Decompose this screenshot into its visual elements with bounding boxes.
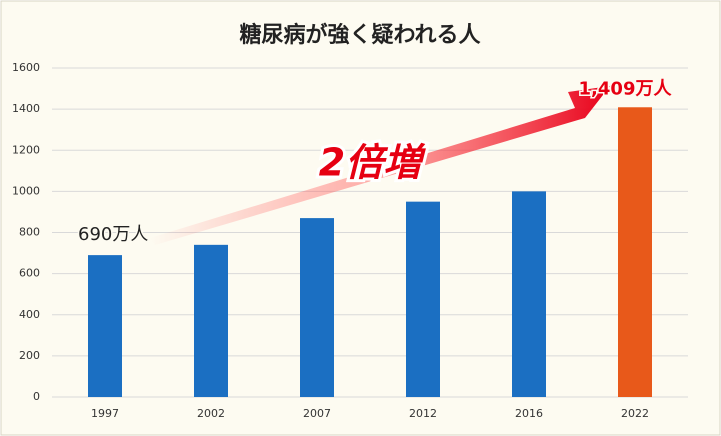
chart-title: 糖尿病が強く疑われる人 — [240, 22, 481, 48]
bar — [618, 107, 652, 397]
bar — [88, 255, 122, 397]
y-tick-label: 1600 — [12, 61, 40, 74]
y-tick-label: 400 — [19, 308, 40, 321]
grid: 0 200 400 600 800 1000 1200 1400 1600 — [12, 61, 688, 403]
bar — [512, 191, 546, 397]
y-tick-label: 800 — [19, 226, 40, 239]
growth-arrow — [150, 86, 610, 245]
bar — [194, 244, 228, 397]
y-tick-label: 0 — [33, 390, 40, 403]
x-tick-label: 2016 — [515, 407, 543, 420]
annotation: 2倍増 — [319, 141, 426, 185]
y-tick-label: 600 — [19, 267, 40, 280]
value-label: 690万人 — [78, 224, 148, 245]
x-tick-label: 1997 — [91, 407, 119, 420]
bar — [300, 218, 334, 397]
x-tick-label: 2007 — [303, 407, 331, 420]
labels: 1997 690万人 2002 2007 2012 2016 2022 1,409万人 — [77, 77, 674, 420]
bar — [406, 201, 440, 397]
y-tick-label: 1400 — [12, 102, 40, 115]
x-tick-label: 2002 — [197, 407, 225, 420]
y-tick-label: 1000 — [12, 184, 40, 197]
x-tick-label: 2012 — [409, 407, 437, 420]
y-tick-label: 200 — [19, 349, 40, 362]
value-label: 1,409万人 — [579, 78, 673, 99]
y-tick-label: 1200 — [12, 143, 40, 156]
x-tick-label: 2022 — [621, 407, 649, 420]
bars — [88, 107, 652, 397]
